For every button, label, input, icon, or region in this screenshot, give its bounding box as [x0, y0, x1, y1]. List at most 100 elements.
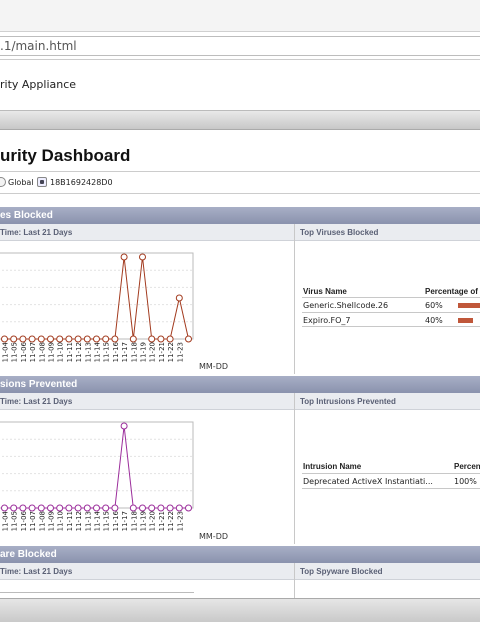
data-point	[148, 335, 156, 343]
data-point	[10, 504, 18, 512]
table-row-name: Expiro.FO_7	[303, 316, 351, 325]
x-tick-label: 11-18	[130, 342, 138, 362]
x-tick-label: 11-17	[121, 342, 129, 362]
x-tick-label: 11-08	[38, 342, 46, 362]
x-tick-label: 11-16	[112, 341, 120, 362]
data-point	[10, 335, 18, 343]
data-point	[37, 504, 45, 512]
data-point	[65, 335, 73, 343]
data-point	[83, 504, 91, 512]
x-tick-label: 11-22	[167, 342, 175, 362]
x-tick-label: 11-13	[84, 511, 92, 531]
divider	[0, 59, 480, 60]
scope-label-global: Global	[8, 178, 34, 187]
data-point	[120, 422, 128, 430]
subheader-top-viruses: Top Viruses Blocked	[295, 224, 480, 241]
x-tick-label: 11-16	[112, 510, 120, 531]
data-point	[139, 504, 146, 512]
x-tick-label: 11-11	[66, 511, 74, 531]
scope-label-device: 18B1692428D0	[50, 178, 113, 187]
percent-bar	[458, 318, 473, 323]
x-tick-label: 11-15	[103, 511, 111, 531]
x-tick-label: 11-23	[176, 342, 184, 362]
data-point	[185, 504, 192, 512]
x-tick-label: 11-12	[75, 342, 83, 362]
data-point	[175, 294, 183, 302]
table-divider	[302, 488, 480, 489]
x-tick-label: 11-06	[20, 341, 28, 362]
data-point	[148, 504, 156, 512]
subheader-intrusion-time: Time: Last 21 Days	[0, 393, 294, 410]
x-tick-label: 11-05	[11, 511, 19, 531]
address-bar[interactable]: .1/main.html	[0, 36, 480, 56]
x-tick-label: 11-04	[2, 510, 10, 531]
table-row-percent: 100%	[454, 477, 477, 486]
data-point	[93, 335, 100, 343]
table-divider	[302, 326, 480, 327]
scope-radio-device[interactable]	[37, 177, 47, 187]
plot-frame	[0, 252, 194, 340]
data-point	[28, 335, 36, 343]
scope-radio-global[interactable]	[0, 177, 6, 187]
x-tick-label: 11-19	[140, 511, 148, 531]
status-bar	[0, 598, 480, 622]
chart-frame-top	[0, 592, 194, 593]
intrusion-line-chart: 11-04 11-05 11-06 11-07 11-08 11-09 11-10 11-11…	[0, 421, 194, 531]
panel-divider	[294, 563, 295, 598]
page-title: urity Dashboard	[0, 146, 131, 165]
data-point	[19, 504, 27, 512]
x-axis-unit-label: MM-DD	[199, 362, 229, 371]
x-tick-label: 11-14	[94, 510, 102, 531]
x-tick-label: 11-12	[75, 511, 83, 531]
x-tick-label: 11-21	[158, 511, 166, 531]
data-point	[1, 335, 8, 343]
x-tick-label: 11-14	[94, 341, 102, 362]
subheader-virus-time: Time: Last 21 Days	[0, 224, 294, 241]
x-tick-label: 11-07	[29, 511, 37, 531]
section-header-spyware[interactable]: are Blocked	[0, 546, 480, 563]
column-header-name[interactable]: Intrusion Name	[303, 462, 362, 471]
virus-line-chart: 11-04 11-05 11-06 11-07 11-08 11-09 11-10 11-11…	[0, 252, 194, 362]
subheader-top-spyware: Top Spyware Blocked	[295, 563, 480, 580]
x-tick-label: 11-20	[149, 511, 157, 531]
subheader-top-intrusions: Top Intrusions Prevented	[295, 393, 480, 410]
browser-toolbar	[0, 0, 480, 32]
x-tick-label: 11-11	[66, 342, 74, 362]
column-header-name[interactable]: Virus Name	[303, 287, 347, 296]
x-tick-label: 11-10	[57, 511, 65, 531]
data-point	[56, 504, 64, 512]
panel-divider	[294, 393, 295, 544]
x-tick-label: 11-18	[130, 511, 138, 531]
x-tick-label: 11-21	[158, 342, 166, 362]
table-row-name: Deprecated ActiveX Instantiati...	[303, 477, 433, 486]
data-point	[157, 504, 165, 512]
data-point	[166, 504, 174, 512]
data-point	[1, 504, 8, 512]
x-tick-label: 11-20	[149, 342, 157, 362]
x-tick-label: 11-05	[11, 342, 19, 362]
section-header-viruses[interactable]: es Blocked	[0, 207, 480, 224]
x-tick-label: 11-08	[38, 511, 46, 531]
data-point	[185, 335, 192, 343]
section-header-intrusions[interactable]: sions Prevented	[0, 376, 480, 393]
column-header-percent[interactable]: Percen	[454, 462, 480, 471]
data-point	[28, 504, 36, 512]
x-tick-label: 11-09	[48, 511, 56, 531]
table-row-name: Generic.Shellcode.26	[303, 301, 389, 310]
x-tick-label: 11-19	[140, 342, 148, 362]
data-point	[129, 335, 137, 343]
plot-frame	[0, 421, 194, 509]
table-divider	[302, 297, 480, 298]
data-point	[175, 504, 183, 512]
x-tick-label: 11-04	[2, 341, 10, 362]
url-text[interactable]: .1/main.html	[0, 39, 77, 53]
x-tick-label: 11-07	[29, 342, 37, 362]
column-header-percent[interactable]: Percentage of V	[425, 287, 480, 296]
data-point	[19, 335, 27, 343]
table-divider	[302, 312, 480, 313]
data-point	[111, 335, 119, 343]
data-point	[56, 335, 64, 343]
data-point	[74, 335, 82, 343]
x-tick-label: 11-06	[20, 510, 28, 531]
x-tick-label: 11-15	[103, 342, 111, 362]
